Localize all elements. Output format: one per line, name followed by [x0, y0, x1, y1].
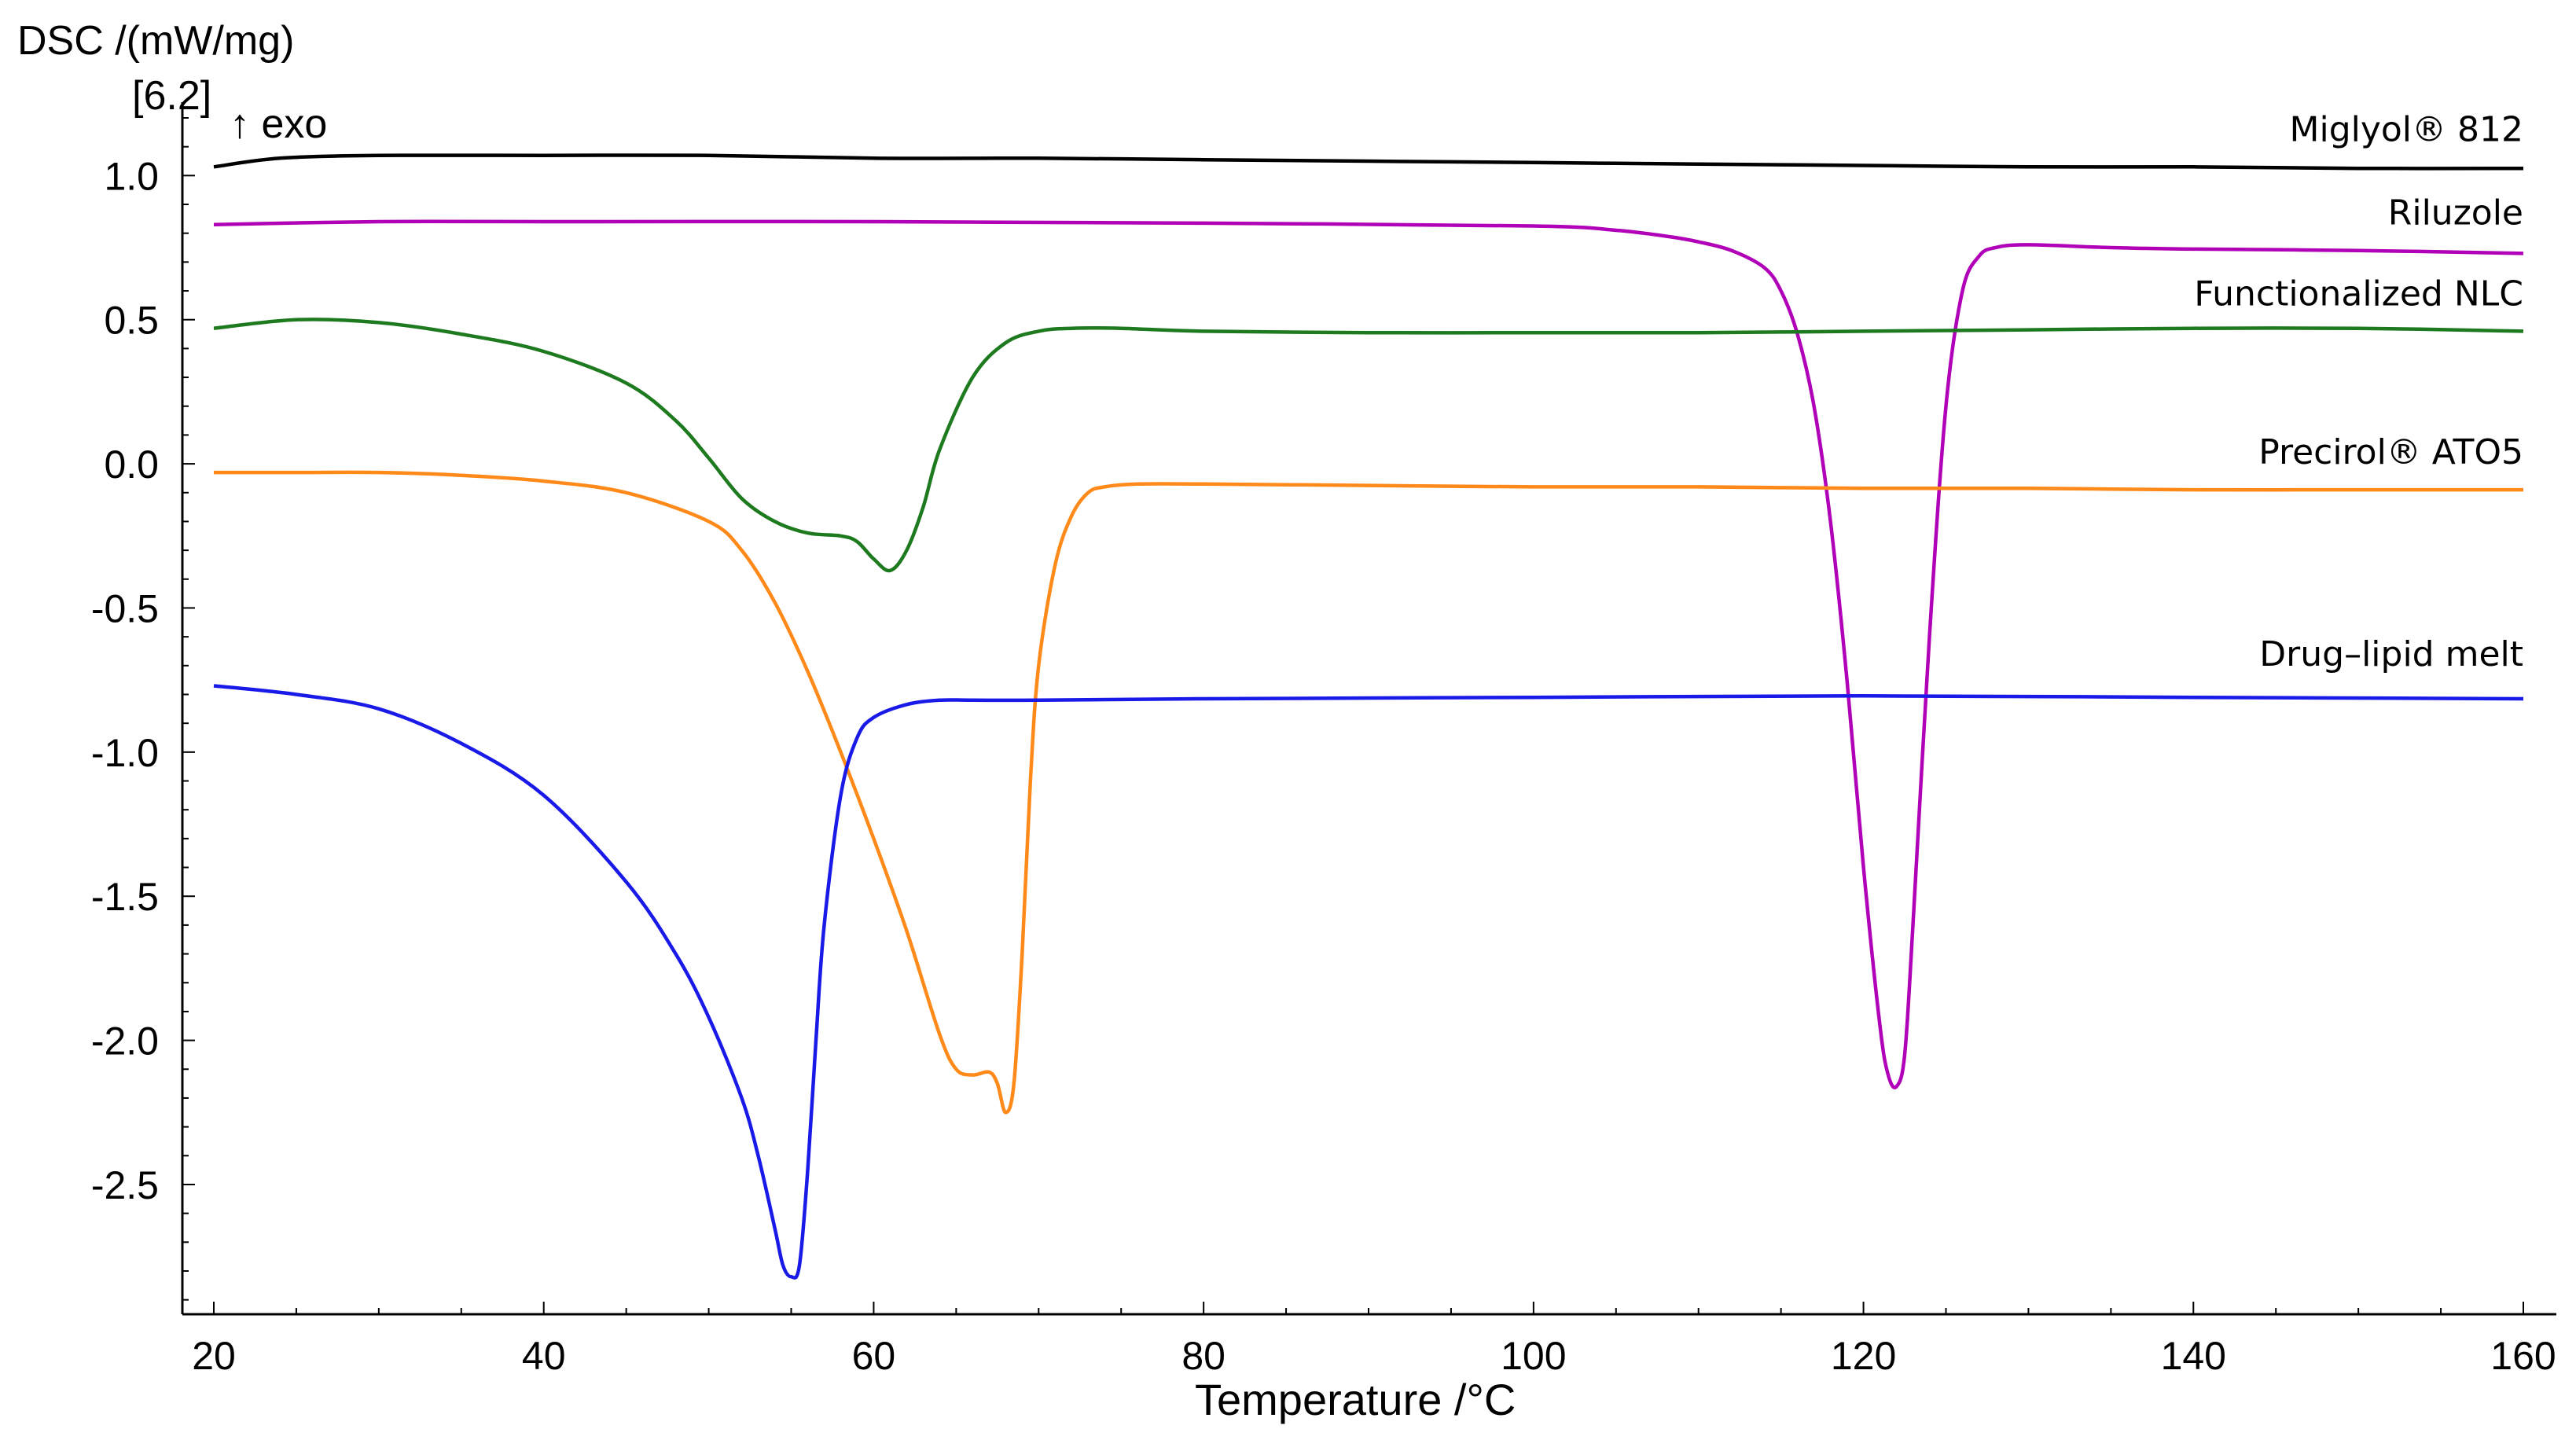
- series-label: Drug–lipid melt: [2259, 634, 2523, 674]
- x-tick-label: 140: [2161, 1334, 2226, 1378]
- series-label: Functionalized NLC: [2194, 274, 2523, 314]
- y-tick-label: -2.5: [91, 1163, 159, 1207]
- series-line: [213, 318, 2524, 573]
- y-tick-label: -1.0: [91, 731, 159, 775]
- exo-direction-label: ↑ exo: [230, 101, 328, 147]
- y-tick-label: -2.0: [91, 1019, 159, 1063]
- series-layer: [213, 153, 2524, 1280]
- y-tick-label: 0.0: [104, 443, 159, 487]
- x-tick-label: 40: [522, 1334, 566, 1378]
- x-axis-title: Temperature /°C: [1195, 1375, 1516, 1424]
- series-line: [214, 470, 2523, 1115]
- y-axis-title: DSC /(mW/mg): [17, 18, 295, 64]
- series-label: Miglyol® 812: [2290, 109, 2524, 149]
- y-tick-label: -1.5: [91, 875, 159, 919]
- x-tick-label: 100: [1501, 1334, 1566, 1378]
- x-tick-label: 80: [1181, 1334, 1226, 1378]
- series-label: Riluzole: [2388, 193, 2523, 233]
- y-tick-label: 0.5: [104, 299, 159, 343]
- x-tick-label: 20: [192, 1334, 236, 1378]
- y-axis-scale-note: [6.2]: [132, 73, 212, 119]
- series-line: [213, 153, 2524, 171]
- series-label: Precirol® ATO5: [2258, 432, 2523, 472]
- x-tick-label: 60: [852, 1334, 896, 1378]
- x-tick-label: 160: [2490, 1334, 2556, 1378]
- series-labels: Miglyol® 812 Riluzole Functionalized NLC Pr…: [2194, 109, 2523, 674]
- y-tick-label: -0.5: [91, 586, 159, 630]
- chart-axes: 1.0 0.5 0.0 -0.5 -1.0 -1.5 -2.0 -2.5 20 40 60 80 100…: [91, 102, 2556, 1378]
- series-line: [213, 684, 2524, 1280]
- series-line: [213, 219, 2524, 1089]
- y-tick-label: 1.0: [104, 154, 159, 198]
- x-tick-label: 120: [1831, 1334, 1896, 1378]
